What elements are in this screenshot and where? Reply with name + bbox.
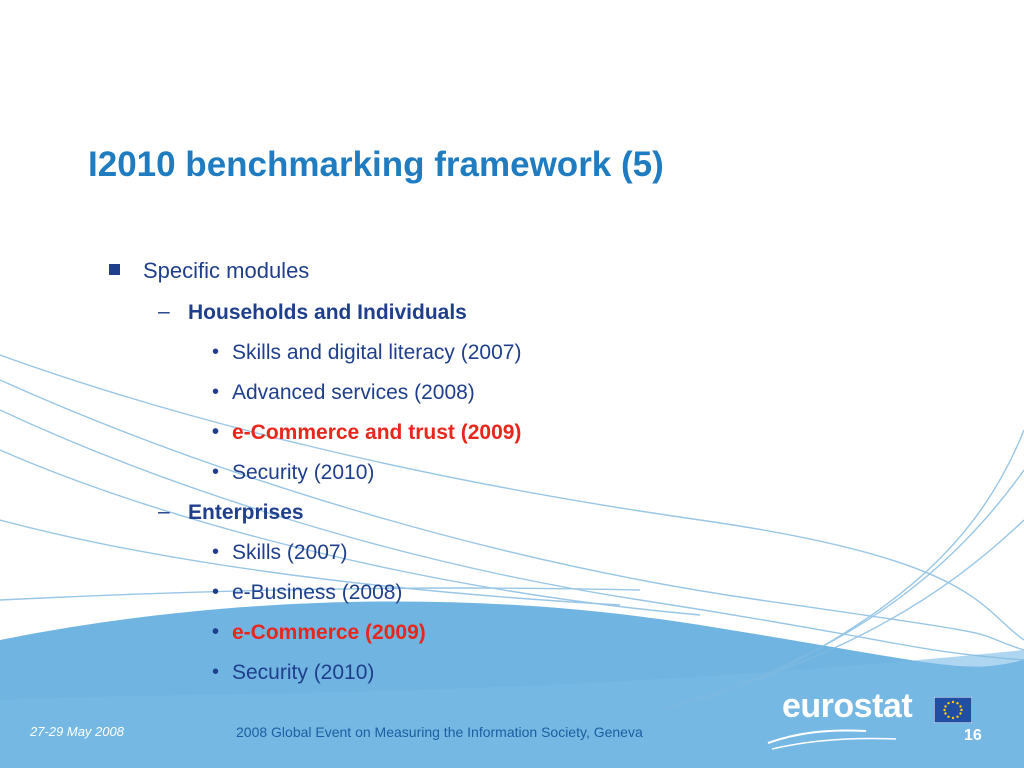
slide-title: I2010 benchmarking framework (5) [88,145,664,184]
section-heading: Households and Individuals [188,301,467,324]
page-number: 16 [964,727,982,744]
dash-bullet-icon: – [158,300,170,323]
footer-date: 27-29 May 2008 [30,724,124,739]
logo-swoosh-icon [767,729,897,750]
footer-event: 2008 Global Event on Measuring the Infor… [236,724,643,740]
list-item-highlighted: e-Commerce (2009) [232,621,426,644]
dash-bullet-icon: – [158,500,170,523]
list-item: Security (2010) [232,461,375,484]
list-item: e-Business (2008) [232,581,403,604]
square-bullet-icon [109,264,120,275]
dot-bullet-icon: • [212,621,220,643]
list-item: Skills and digital literacy (2007) [232,341,522,364]
eu-flag-icon [934,697,972,723]
dot-bullet-icon: • [212,381,220,403]
dot-bullet-icon: • [212,341,220,363]
list-item: Security (2010) [232,661,375,684]
dot-bullet-icon: • [212,581,220,603]
dot-bullet-icon: • [212,661,220,683]
list-item: Skills (2007) [232,541,348,564]
bullet-level1: Specific modules [143,258,310,283]
dot-bullet-icon: • [212,421,220,443]
dot-bullet-icon: • [212,461,220,483]
dot-bullet-icon: • [212,541,220,563]
eurostat-logo: eurostat [766,681,976,751]
section-heading: Enterprises [188,501,304,524]
list-item: Advanced services (2008) [232,381,475,404]
logo-wordmark: eurostat [782,687,913,725]
list-item-highlighted: e-Commerce and trust (2009) [232,421,522,444]
